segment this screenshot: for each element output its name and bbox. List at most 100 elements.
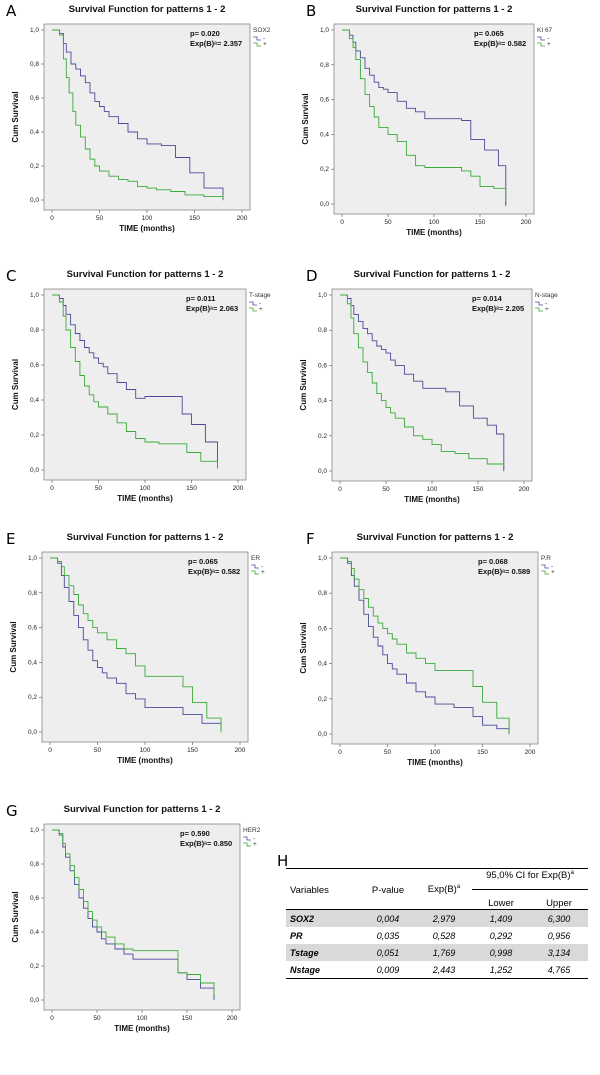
x-tick-label: 50 — [384, 219, 392, 226]
legend-swatch — [253, 42, 261, 47]
x-tick-label: 200 — [233, 485, 244, 492]
table-row: SOX2 0,004 2,979 1,409 6,300 — [286, 910, 588, 927]
x-tick-label: 50 — [95, 485, 103, 492]
legend-swatch — [535, 307, 543, 312]
legend-label: - — [547, 35, 549, 42]
header-variables: Variables — [290, 884, 329, 896]
km-chart: Survival Function for patterns 1 - 2 0,0 0… — [11, 804, 261, 1033]
legend-title: N-stage — [535, 292, 558, 299]
survival-curve-positive — [342, 29, 507, 197]
y-tick-label: 0,8 — [30, 61, 39, 68]
y-tick-label: 0,0 — [30, 467, 39, 474]
panel-letter: G — [6, 802, 18, 820]
y-tick-label: 0,0 — [30, 997, 39, 1004]
x-tick-label: 200 — [525, 749, 536, 756]
y-tick-label: 0,8 — [30, 861, 39, 868]
p-value-text: p= 0.065 — [474, 29, 504, 38]
legend-label: - — [551, 563, 553, 570]
x-tick-label: 150 — [182, 1015, 193, 1022]
x-tick-label: 0 — [340, 219, 344, 226]
x-tick-label: 200 — [519, 486, 530, 493]
legend-label: + — [547, 41, 551, 48]
cell-variable: PR — [290, 930, 303, 941]
survival-curve-positive — [340, 557, 510, 733]
x-axis-label: TIME (months) — [406, 228, 462, 237]
panel-letter: C — [6, 267, 17, 285]
km-chart: Survival Function for patterns 1 - 2 0,0 0… — [299, 269, 558, 504]
legend-label: - — [253, 835, 255, 842]
header-upper: Upper — [546, 897, 572, 909]
exp-b-text: Exp(B)ᵃ= 2.357 — [190, 39, 242, 48]
chart-title: Survival Function for patterns 1 - 2 — [67, 532, 224, 543]
panel-letter: D — [306, 267, 318, 285]
plot-area — [41, 551, 249, 743]
legend-title: KI 67 — [537, 27, 553, 34]
y-axis-label: Cum Survival — [301, 93, 310, 144]
survival-curve-positive — [52, 294, 218, 465]
x-tick-label: 100 — [430, 749, 441, 756]
x-tick-label: 50 — [94, 747, 102, 754]
y-tick-label: 0,2 — [320, 166, 329, 173]
panel-letter: E — [6, 530, 16, 548]
legend-title: P.R — [541, 555, 551, 562]
x-tick-label: 200 — [227, 1015, 238, 1022]
cell-lower: 1,409 — [489, 913, 513, 924]
y-tick-label: 1,0 — [30, 292, 39, 299]
y-tick-label: 1,0 — [318, 555, 327, 562]
legend-swatch — [243, 836, 251, 841]
x-tick-label: 100 — [140, 747, 151, 754]
legend-swatch — [243, 842, 251, 847]
ci-header: 95,0% CI for Exp(B)a — [486, 870, 574, 882]
plot-area — [43, 823, 241, 1011]
x-tick-label: 100 — [142, 215, 153, 222]
panel-letter: A — [6, 2, 17, 20]
cell-expb: 0,528 — [432, 930, 456, 941]
header-expb: Exp(B)a — [427, 884, 461, 896]
y-tick-label: 0,2 — [318, 696, 327, 703]
legend-label: + — [261, 569, 265, 576]
exp-b-text: Exp(B)ᵃ= 0.582 — [474, 39, 526, 48]
y-tick-label: 0,6 — [30, 362, 39, 369]
x-tick-label: 150 — [477, 749, 488, 756]
cell-variable: Nstage — [290, 964, 321, 975]
survival-curve-positive — [52, 29, 223, 198]
plot-area — [43, 288, 247, 481]
exp-b-text: Exp(B)ᵃ= 0.582 — [188, 567, 240, 576]
chart-title: Survival Function for patterns 1 - 2 — [64, 804, 221, 815]
table-row: Tstage 0,051 1,769 0,998 3,134 — [286, 944, 588, 961]
cell-pvalue: 0,009 — [376, 964, 400, 975]
x-tick-label: 100 — [429, 219, 440, 226]
survival-curve-negative — [50, 557, 222, 729]
legend-label: + — [551, 569, 555, 576]
cell-lower: 1,252 — [489, 964, 513, 975]
y-tick-label: 0,2 — [318, 433, 327, 440]
y-tick-label: 0,6 — [30, 895, 39, 902]
survival-curve-negative — [342, 29, 507, 204]
km-chart: Survival Function for patterns 1 - 2 0,0 0… — [301, 4, 553, 237]
table-row: Nstage 0,009 2,443 1,252 4,765 — [286, 961, 588, 978]
cell-expb: 2,443 — [432, 964, 456, 975]
legend-swatch — [251, 564, 259, 569]
cell-expb: 1,769 — [432, 947, 456, 958]
survival-curve-negative — [340, 294, 505, 470]
x-tick-label: 50 — [384, 749, 392, 756]
x-tick-label: 0 — [50, 215, 54, 222]
y-tick-label: 0,4 — [318, 398, 327, 405]
survival-curve-positive — [340, 294, 504, 465]
x-tick-label: 100 — [427, 486, 438, 493]
panel-letter: B — [306, 2, 317, 20]
x-axis-label: TIME (months) — [119, 224, 175, 233]
x-tick-label: 50 — [96, 215, 104, 222]
x-axis-label: TIME (months) — [407, 758, 463, 767]
km-chart: Survival Function for patterns 1 - 2 0,0 0… — [299, 532, 555, 767]
y-axis-label: Cum Survival — [299, 622, 308, 673]
cell-expb: 2,979 — [432, 913, 456, 924]
y-tick-label: 0,0 — [28, 729, 37, 736]
p-value-text: p= 0.011 — [186, 294, 215, 303]
y-tick-label: 0,8 — [30, 327, 39, 334]
km-panel-d: D Survival Function for patterns 1 - 2 0,0… — [299, 265, 600, 530]
survival-curve-positive — [52, 829, 215, 994]
y-tick-label: 0,2 — [30, 163, 39, 170]
legend-title: HER2 — [243, 827, 261, 834]
y-tick-label: 0,0 — [318, 468, 327, 475]
